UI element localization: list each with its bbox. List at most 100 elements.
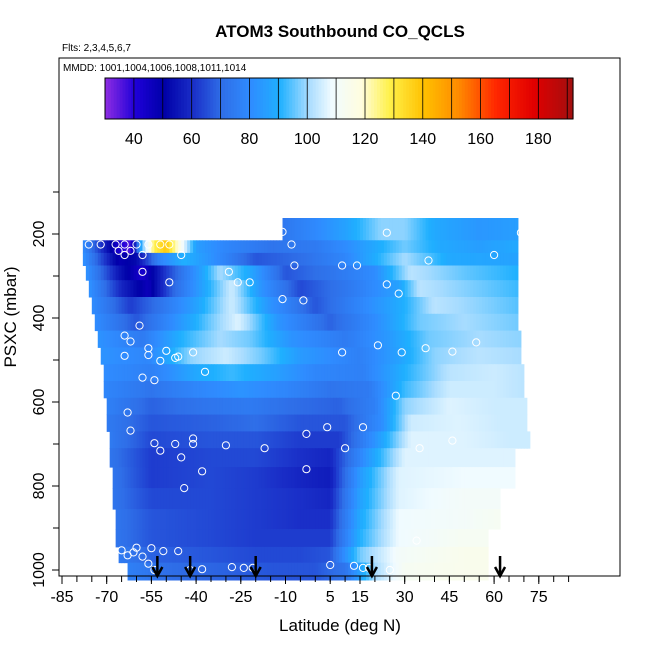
heatmap-cell	[115, 467, 120, 489]
observation-point	[165, 278, 174, 287]
heatmap-cell	[270, 297, 275, 315]
heatmap-cell	[231, 546, 236, 564]
heatmap-cell	[333, 330, 337, 348]
heatmap-cell	[470, 448, 474, 468]
heatmap-cell	[500, 252, 504, 266]
heatmap-cell	[282, 280, 286, 298]
heatmap-cell	[467, 397, 471, 416]
heatmap-cell	[485, 280, 489, 298]
heatmap-cell	[261, 297, 266, 315]
heatmap-cell	[139, 265, 143, 281]
heatmap-cell	[109, 431, 114, 449]
heatmap-cell	[395, 313, 400, 332]
heatmap-cell	[482, 431, 486, 449]
heatmap-cell	[309, 330, 313, 348]
heatmap-cell	[482, 381, 486, 399]
heatmap-cell	[219, 562, 224, 581]
heatmap-cell	[389, 313, 394, 332]
heatmap-cell	[273, 364, 278, 382]
heatmap-cell	[449, 240, 453, 254]
heatmap-cell	[386, 562, 391, 581]
heatmap-cell	[377, 381, 382, 399]
heatmap-cell	[365, 467, 370, 489]
heatmap-cell	[249, 364, 254, 382]
heatmap-cell	[431, 397, 435, 416]
heatmap-cell	[386, 488, 391, 510]
heatmap-cell	[216, 330, 221, 348]
heatmap-cell	[267, 397, 272, 416]
heatmap-cell	[208, 509, 212, 530]
heatmap-cell	[386, 448, 391, 468]
heatmap-cell	[494, 431, 498, 449]
observation-points	[84, 227, 526, 575]
heatmap-cell	[440, 313, 444, 332]
heatmap-cell	[336, 252, 340, 266]
heatmap-cell	[237, 265, 242, 281]
heatmap-cell	[380, 431, 385, 449]
heatmap-cell	[213, 488, 218, 510]
heatmap-cell	[249, 347, 254, 365]
heatmap-cell	[100, 347, 105, 365]
colorbar-cell	[107, 78, 112, 119]
heatmap-cell	[437, 397, 441, 416]
heatmap-cell	[315, 280, 319, 298]
heatmap-cell	[416, 218, 421, 241]
heatmap-cell	[237, 240, 242, 254]
heatmap-cell	[222, 330, 227, 348]
heatmap-cell	[193, 488, 197, 510]
heatmap-cell	[431, 448, 435, 468]
observation-point	[138, 373, 147, 382]
heatmap-cell	[410, 397, 415, 416]
colorbar-cell	[128, 78, 132, 119]
heatmap-cell	[187, 364, 191, 382]
heatmap-cell	[354, 448, 358, 468]
observation-point	[120, 351, 129, 360]
colorbar-cell	[371, 78, 375, 119]
heatmap-cell	[202, 330, 206, 348]
heatmap-cell	[118, 431, 123, 449]
heatmap-cell	[288, 546, 292, 564]
x-tick-label: -10	[274, 589, 297, 606]
heatmap-cell	[479, 265, 483, 281]
heatmap-cell	[163, 280, 167, 298]
heatmap-cell	[106, 252, 111, 266]
heatmap-cell	[127, 240, 132, 254]
heatmap-cell	[395, 381, 400, 399]
observation-point	[126, 246, 135, 255]
heatmap-cell	[264, 467, 269, 489]
heatmap-cell	[494, 218, 498, 241]
heatmap-cell	[324, 313, 328, 332]
heatmap-cell	[476, 397, 480, 416]
heatmap-cell	[467, 280, 471, 298]
heatmap-cell	[476, 364, 480, 382]
heatmap-cell	[446, 546, 450, 564]
heatmap-cell	[97, 280, 102, 298]
heatmap-cell	[410, 381, 415, 399]
colorbar-cell	[166, 78, 170, 119]
heatmap-cell	[473, 488, 477, 510]
heatmap-cell	[440, 330, 444, 348]
heatmap-cell	[488, 240, 492, 254]
observation-point	[338, 348, 347, 357]
heatmap-cell	[362, 381, 367, 399]
heatmap-cell	[166, 546, 170, 564]
heatmap-cell	[464, 529, 468, 548]
heatmap-cell	[121, 431, 126, 449]
heatmap-cell	[231, 240, 236, 254]
heatmap-cell	[237, 467, 242, 489]
heatmap-cell	[327, 297, 331, 315]
heatmap-cell	[196, 240, 200, 254]
heatmap-cell	[452, 297, 456, 315]
heatmap-cell	[288, 448, 292, 468]
heatmap-cell	[178, 265, 182, 281]
observation-point	[338, 261, 347, 270]
heatmap-cell	[476, 546, 480, 564]
heatmap-cell	[279, 448, 284, 468]
heatmap-cell	[306, 381, 310, 399]
heatmap-cell	[473, 414, 477, 432]
heatmap-cell	[222, 240, 227, 254]
heatmap-cell	[285, 562, 289, 581]
colorbar-cell	[567, 78, 571, 119]
heatmap-cell	[339, 488, 343, 510]
heatmap-cell	[428, 240, 433, 254]
